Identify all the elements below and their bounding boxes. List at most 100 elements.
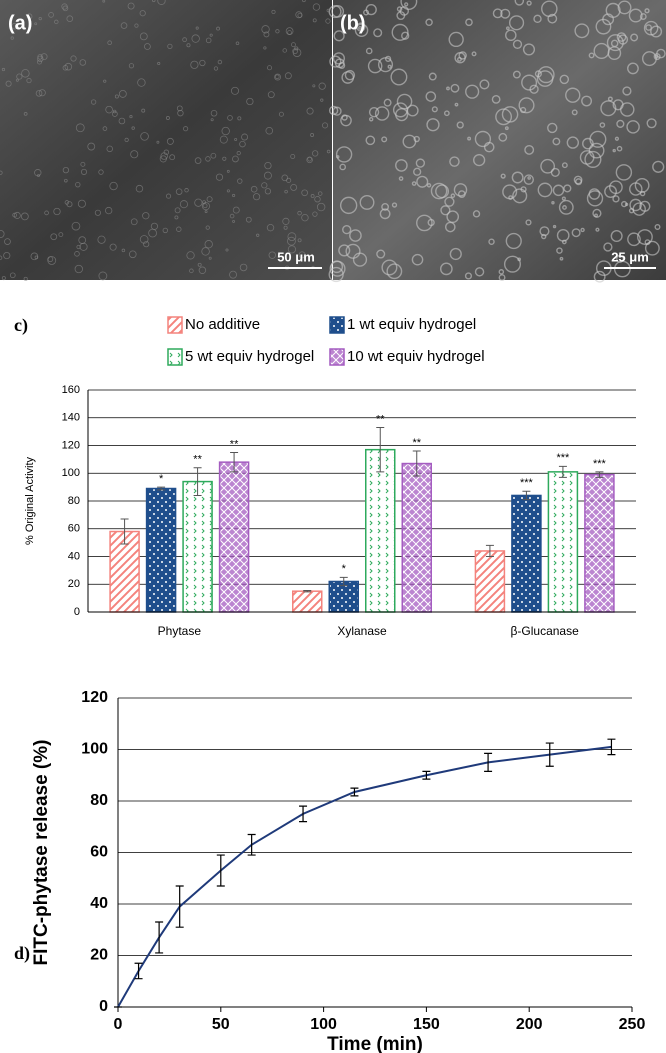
texture — [189, 268, 194, 274]
error-bar — [155, 921, 164, 954]
texture — [36, 59, 42, 65]
texture — [467, 136, 472, 141]
texture — [396, 6, 403, 12]
texture — [400, 0, 418, 10]
texture — [453, 183, 468, 197]
texture — [505, 29, 517, 42]
texture — [312, 3, 321, 11]
texture — [281, 174, 289, 182]
panel-label: d) — [14, 943, 30, 964]
texture — [425, 91, 437, 102]
bar — [401, 462, 432, 613]
texture — [275, 29, 280, 34]
texture — [620, 200, 628, 208]
texture — [62, 167, 70, 174]
texture — [107, 40, 112, 46]
texture — [21, 69, 30, 78]
texture — [571, 228, 581, 238]
texture — [628, 8, 643, 23]
texture — [645, 24, 652, 31]
texture — [290, 183, 298, 191]
texture — [524, 144, 535, 155]
texture — [354, 23, 369, 38]
texture — [162, 227, 168, 234]
texture — [374, 106, 390, 121]
texture — [646, 118, 657, 129]
texture — [396, 93, 413, 110]
y-tick-label: 60 — [90, 844, 108, 861]
texture — [416, 214, 433, 232]
texture — [574, 23, 590, 39]
texture — [367, 58, 383, 74]
texture — [328, 105, 339, 116]
y-tick-label: 120 — [81, 689, 108, 706]
texture — [5, 80, 12, 87]
texture — [450, 193, 456, 199]
texture — [282, 48, 287, 53]
bar — [511, 494, 542, 613]
texture — [268, 251, 276, 259]
texture — [498, 269, 505, 275]
texture — [556, 247, 563, 254]
legend-swatch — [167, 348, 183, 366]
texture — [213, 66, 219, 71]
texture — [263, 46, 267, 50]
texture — [231, 86, 239, 95]
texture — [76, 244, 81, 250]
texture — [182, 37, 187, 43]
texture — [1, 276, 6, 281]
texture — [387, 64, 392, 69]
texture — [287, 232, 297, 242]
texture — [312, 150, 319, 157]
texture — [297, 12, 303, 18]
texture — [201, 247, 210, 256]
texture — [599, 122, 606, 128]
texture — [94, 209, 101, 216]
texture — [114, 94, 119, 99]
texture — [522, 43, 536, 56]
texture — [210, 152, 217, 159]
texture — [381, 202, 390, 211]
texture — [440, 205, 451, 216]
texture — [426, 183, 432, 188]
error-bar — [376, 426, 385, 473]
texture — [446, 86, 450, 91]
error-bar — [484, 752, 493, 772]
texture — [237, 116, 242, 121]
texture — [345, 243, 361, 259]
texture — [174, 215, 179, 220]
significance-label: *** — [520, 477, 534, 489]
significance-label: *** — [556, 452, 570, 464]
texture — [234, 137, 238, 141]
texture — [274, 74, 280, 80]
texture — [141, 108, 146, 113]
texture — [579, 150, 595, 165]
texture — [498, 132, 508, 142]
texture — [614, 136, 620, 141]
texture — [102, 126, 108, 131]
texture — [263, 31, 270, 38]
texture — [456, 56, 462, 62]
error-bar — [303, 589, 312, 593]
texture — [318, 82, 326, 90]
texture — [226, 169, 230, 173]
texture — [310, 133, 315, 137]
texture — [156, 140, 160, 144]
texture — [616, 119, 625, 128]
texture — [472, 210, 481, 218]
texture — [75, 123, 85, 133]
texture — [488, 238, 495, 245]
error-bar — [193, 467, 202, 496]
significance-label: ** — [193, 454, 202, 466]
x-axis-title: Time (min) — [327, 1034, 423, 1053]
texture — [492, 8, 503, 19]
texture — [595, 227, 600, 232]
texture — [539, 226, 550, 237]
legend-label: 1 wt equiv hydrogel — [347, 316, 476, 333]
texture — [256, 233, 260, 237]
texture — [285, 27, 294, 35]
texture — [443, 110, 450, 117]
texture — [186, 43, 191, 48]
significance-label: * — [342, 563, 347, 575]
texture — [376, 249, 386, 259]
